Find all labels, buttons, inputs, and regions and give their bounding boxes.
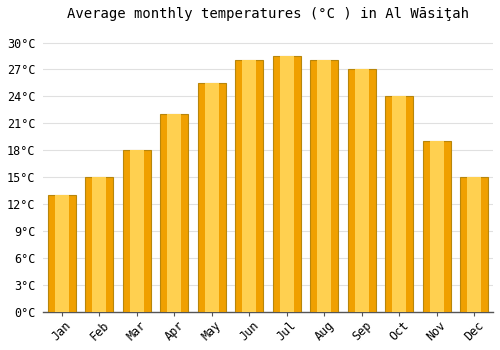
- Bar: [242, 61, 256, 312]
- Bar: [198, 83, 226, 312]
- Bar: [205, 83, 219, 312]
- Bar: [273, 56, 301, 312]
- Bar: [348, 69, 376, 312]
- Bar: [280, 56, 294, 312]
- Bar: [310, 61, 338, 312]
- Bar: [318, 61, 332, 312]
- Bar: [236, 61, 264, 312]
- Bar: [123, 150, 151, 312]
- Bar: [392, 96, 406, 312]
- Bar: [86, 177, 114, 312]
- Bar: [355, 69, 369, 312]
- Bar: [468, 177, 481, 312]
- Bar: [130, 150, 144, 312]
- Title: Average monthly temperatures (°C ) in Al Wāsiţah: Average monthly temperatures (°C ) in Al…: [67, 7, 469, 21]
- Bar: [385, 96, 414, 312]
- Bar: [460, 177, 488, 312]
- Bar: [55, 195, 69, 312]
- Bar: [160, 114, 188, 312]
- Bar: [168, 114, 181, 312]
- Bar: [48, 195, 76, 312]
- Bar: [430, 141, 444, 312]
- Bar: [422, 141, 451, 312]
- Bar: [92, 177, 106, 312]
